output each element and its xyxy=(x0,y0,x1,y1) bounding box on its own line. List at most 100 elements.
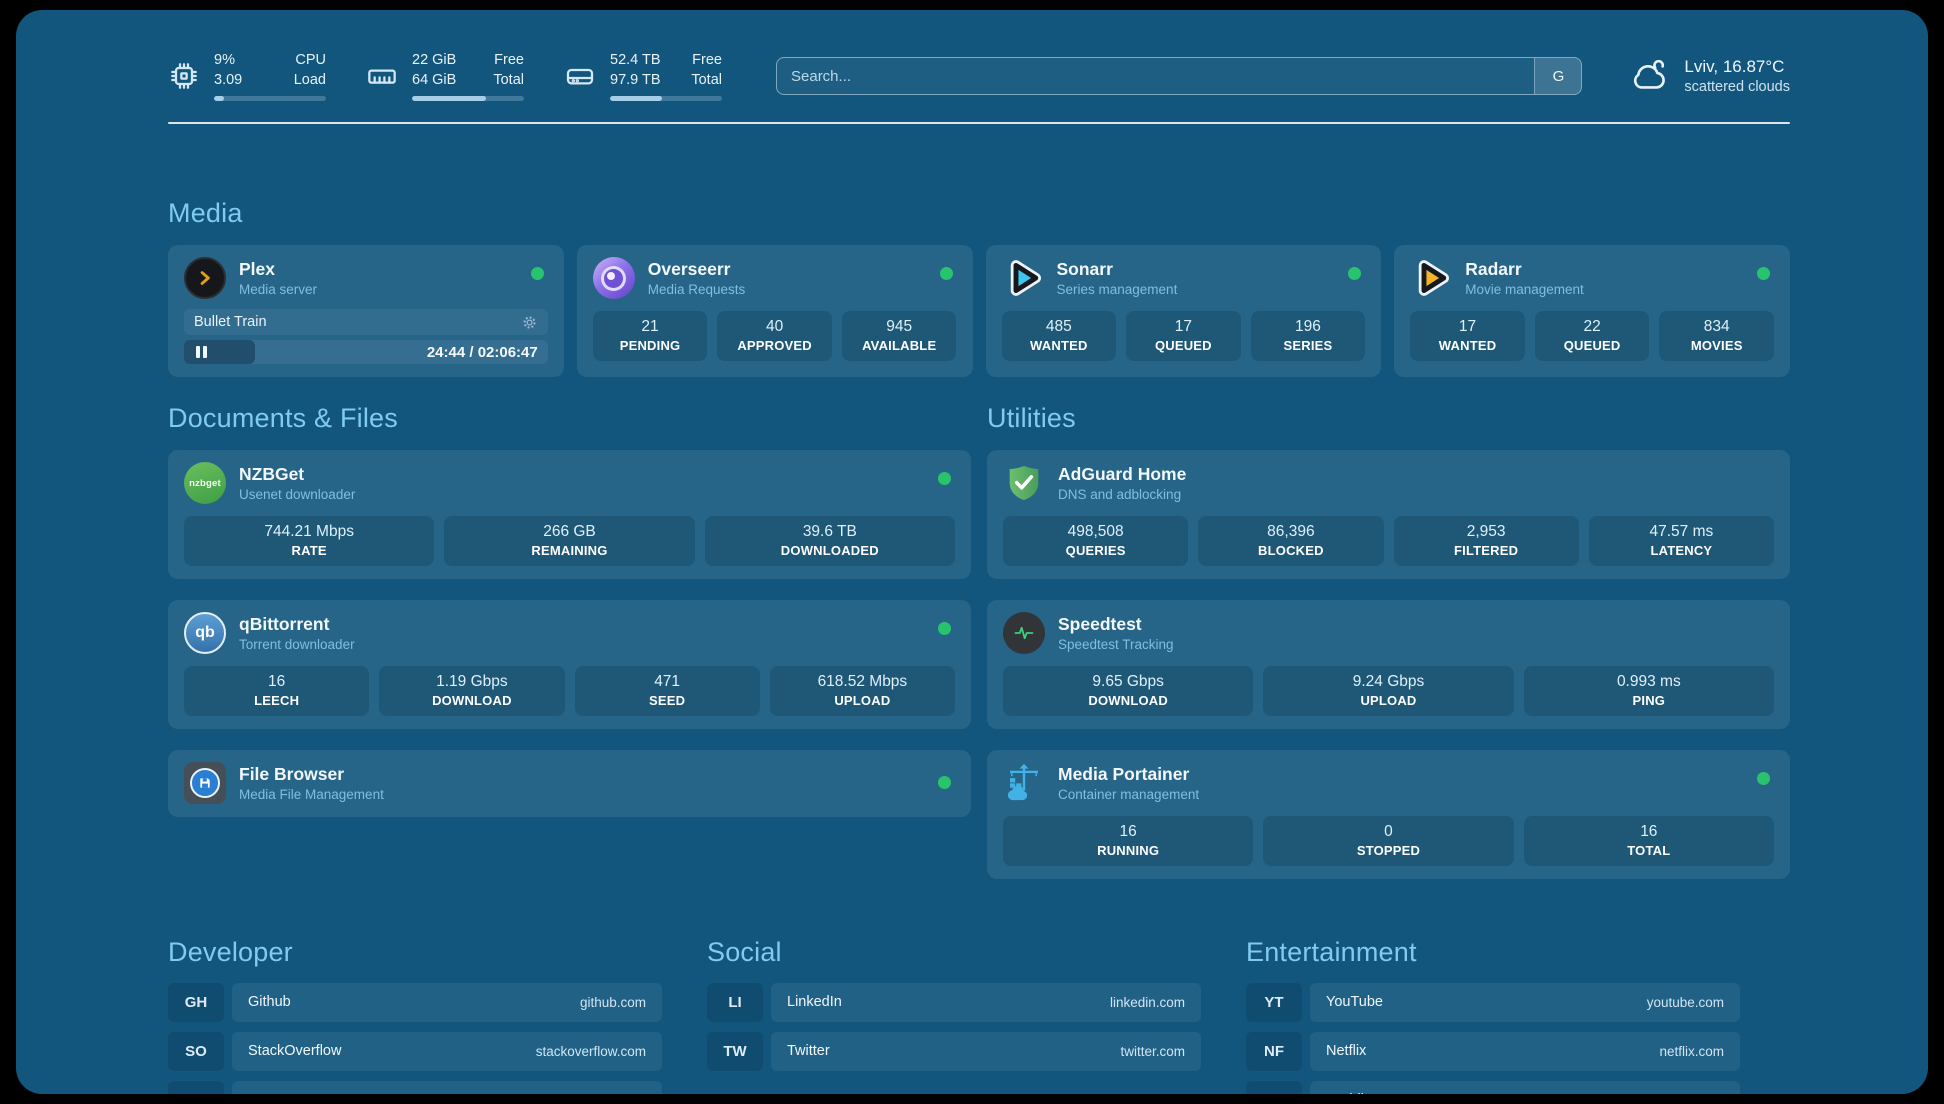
dev-link[interactable]: DEV dev.to xyxy=(232,1080,662,1094)
plex-name: Plex xyxy=(239,259,275,280)
disk-free-value: 52.4 TB xyxy=(610,52,661,69)
weather-widget: Lviv, 16.87°C scattered clouds xyxy=(1628,55,1790,97)
link-row-stackoverflow: SO StackOverflow stackoverflow.com xyxy=(168,1031,662,1071)
header: 9% 3.09 CPU Load xyxy=(168,44,1790,108)
plex-playback-time: 24:44 / 02:06:47 xyxy=(426,343,538,361)
plex-progress-row: 24:44 / 02:06:47 xyxy=(184,340,548,364)
github-link[interactable]: Github github.com xyxy=(232,982,662,1022)
stat-tile: 2,953 FILTERED xyxy=(1393,516,1579,566)
speedtest-icon xyxy=(1003,611,1045,654)
sonarr-status-dot xyxy=(1348,267,1362,280)
radarr-icon xyxy=(1410,257,1452,299)
linkedin-abbr[interactable]: LI xyxy=(707,982,763,1022)
ram-icon xyxy=(366,60,398,92)
plex-status-dot xyxy=(530,267,544,280)
documents-section: Documents & Files nzbget NZBGet Usenet d… xyxy=(168,403,971,817)
github-abbr[interactable]: GH xyxy=(168,982,224,1022)
youtube-abbr[interactable]: YT xyxy=(1246,982,1302,1022)
disk-free-label: Free xyxy=(692,52,722,69)
ram-free-value: 22 GiB xyxy=(412,52,457,69)
system-metrics: 9% 3.09 CPU Load xyxy=(168,51,722,101)
pause-button[interactable] xyxy=(194,344,209,360)
plex-now-playing-row: Bullet Train xyxy=(184,309,548,335)
stat-tile: 16 LEECH xyxy=(184,665,370,716)
nzbget-subtitle: Usenet downloader xyxy=(239,486,356,502)
cpu-usage-label: CPU xyxy=(295,52,326,69)
link-row-netflix: NF Netflix netflix.com xyxy=(1246,1031,1740,1071)
sonarr-name: Sonarr xyxy=(1056,259,1113,280)
reddit-abbr[interactable]: RE xyxy=(1246,1080,1302,1094)
youtube-link[interactable]: YouTube youtube.com xyxy=(1310,982,1740,1022)
filebrowser-name: File Browser xyxy=(239,764,345,784)
stat-tile: 16 RUNNING xyxy=(1003,815,1254,866)
stat-tile: 471 SEED xyxy=(574,665,760,716)
reddit-link[interactable]: Reddit reddit.com xyxy=(1310,1080,1740,1094)
stat-tile: 0.993 ms PING xyxy=(1523,665,1774,716)
radarr-card[interactable]: Radarr Movie management 17 WANTED 22 QUE… xyxy=(1394,245,1790,377)
stat-tile: 196 SERIES xyxy=(1250,311,1366,361)
portainer-status-dot xyxy=(1757,771,1770,785)
stat-tile: 39.6 TB DOWNLOADED xyxy=(704,516,955,566)
entertainment-section: Entertainment YT YouTube youtube.com NF … xyxy=(1246,937,1740,1094)
filebrowser-status-dot xyxy=(938,775,951,789)
stat-tile: 834 MOVIES xyxy=(1659,311,1774,361)
nzbget-card[interactable]: nzbget NZBGet Usenet downloader 744.21 M… xyxy=(168,450,971,579)
plex-now-playing-title: Bullet Train xyxy=(194,314,267,330)
stackoverflow-abbr[interactable]: SO xyxy=(168,1031,224,1071)
stat-tile: 17 QUEUED xyxy=(1126,311,1241,361)
adguard-name: AdGuard Home xyxy=(1058,464,1187,485)
media-settings-gear-icon[interactable] xyxy=(521,314,538,331)
speedtest-card[interactable]: Speedtest Speedtest Tracking 9.65 Gbps D… xyxy=(987,599,1790,729)
ram-progress-bar xyxy=(412,95,524,101)
ram-total-value: 64 GiB xyxy=(412,72,457,88)
adguard-card[interactable]: AdGuard Home DNS and adblocking 498,508 … xyxy=(987,450,1790,579)
overseerr-subtitle: Media Requests xyxy=(647,281,746,297)
portainer-icon xyxy=(1003,762,1045,804)
twitter-abbr[interactable]: TW xyxy=(707,1031,763,1071)
qbittorrent-card[interactable]: qb qBittorrent Torrent downloader 16 LEE… xyxy=(168,599,971,729)
search-engine-button[interactable]: G xyxy=(1534,58,1582,94)
portainer-card[interactable]: Media Portainer Container management 16 … xyxy=(987,749,1790,879)
stat-tile: 47.57 ms LATENCY xyxy=(1588,516,1774,566)
cpu-metric: 9% 3.09 CPU Load xyxy=(168,51,326,101)
stat-tile: 17 WANTED xyxy=(1410,311,1525,361)
cpu-icon xyxy=(168,60,200,92)
stat-tile: 945 AVAILABLE xyxy=(841,311,957,361)
stat-tile: 86,396 BLOCKED xyxy=(1198,516,1384,566)
memory-metric: 22 GiB 64 GiB Free Total xyxy=(366,51,524,101)
cpu-load-value: 3.09 xyxy=(214,72,243,88)
disk-icon xyxy=(564,60,596,92)
overseerr-card[interactable]: Overseerr Media Requests 21 PENDING 40 A… xyxy=(576,245,973,377)
cpu-usage-value: 9% xyxy=(214,52,235,69)
linkedin-link[interactable]: LinkedIn linkedin.com xyxy=(771,982,1201,1022)
stat-tile: 9.65 Gbps DOWNLOAD xyxy=(1003,665,1254,716)
radarr-name: Radarr xyxy=(1465,259,1522,280)
filebrowser-subtitle: Media File Management xyxy=(239,786,384,802)
stat-tile: 498,508 QUERIES xyxy=(1003,516,1189,566)
plex-card[interactable]: Plex Media server Bullet Train xyxy=(168,245,564,377)
netflix-abbr[interactable]: NF xyxy=(1246,1031,1302,1071)
stat-tile: 9.24 Gbps UPLOAD xyxy=(1263,665,1514,716)
social-section-title: Social xyxy=(707,936,782,967)
dashboard: 9% 3.09 CPU Load xyxy=(16,10,1928,1094)
nzbget-name: NZBGet xyxy=(239,464,305,485)
sonarr-subtitle: Series management xyxy=(1056,281,1178,297)
stat-tile: 22 QUEUED xyxy=(1534,311,1650,361)
filebrowser-card[interactable]: File Browser Media File Management xyxy=(168,749,971,817)
overseerr-name: Overseerr xyxy=(647,259,731,280)
plex-subtitle: Media server xyxy=(239,281,318,297)
plex-progress-fill xyxy=(184,340,255,364)
stat-tile: 618.52 Mbps UPLOAD xyxy=(769,665,955,716)
media-section-title: Media xyxy=(168,198,243,228)
speedtest-name: Speedtest xyxy=(1058,614,1142,635)
search-input[interactable] xyxy=(777,67,1535,85)
disk-metric: 52.4 TB 97.9 TB Free Total xyxy=(564,51,722,101)
stat-tile: 0 STOPPED xyxy=(1263,815,1514,866)
stackoverflow-link[interactable]: StackOverflow stackoverflow.com xyxy=(232,1031,662,1071)
netflix-link[interactable]: Netflix netflix.com xyxy=(1310,1031,1740,1071)
twitter-link[interactable]: Twitter twitter.com xyxy=(771,1031,1201,1071)
ram-free-label: Free xyxy=(494,52,524,69)
cpu-load-label: Load xyxy=(293,72,326,88)
sonarr-card[interactable]: Sonarr Series management 485 WANTED 17 Q… xyxy=(985,245,1382,377)
dev-abbr[interactable]: DT xyxy=(168,1080,224,1094)
